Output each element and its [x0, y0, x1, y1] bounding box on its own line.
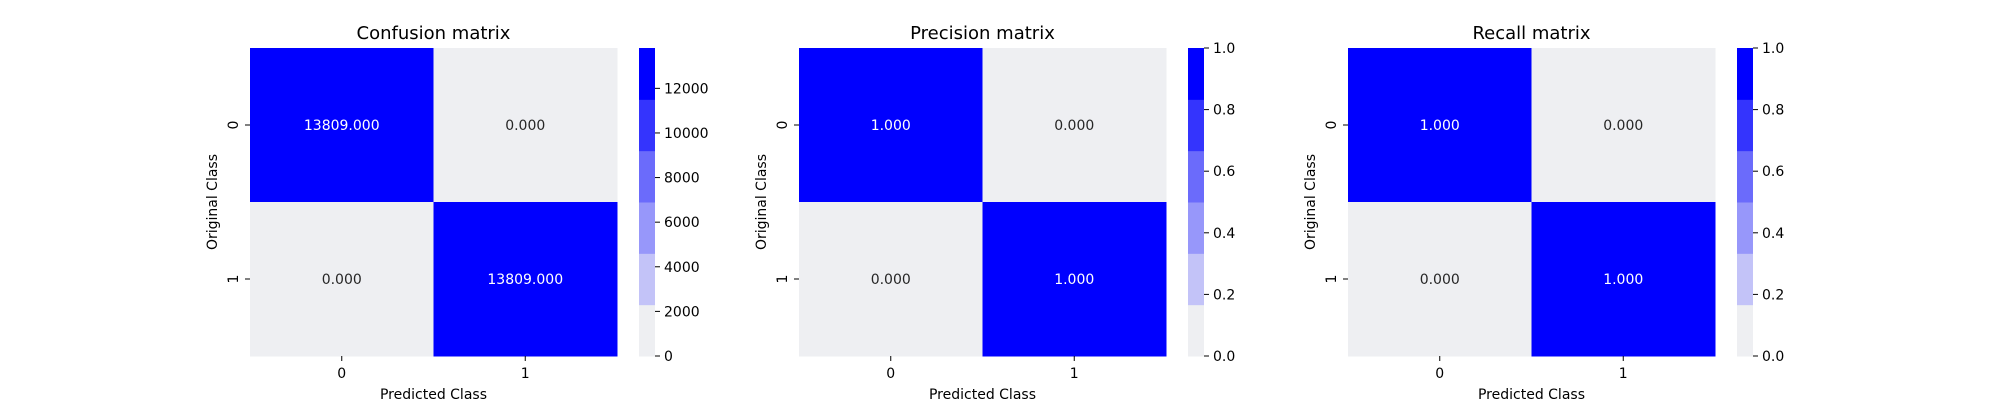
y-tick-label: 1	[1324, 275, 1340, 284]
y-tick-label: 0	[775, 121, 791, 130]
x-axis-label: Predicted Class	[380, 387, 487, 400]
heatmap-cell	[250, 48, 434, 203]
cell-value-label: 0.000	[871, 272, 911, 288]
colorbar-tick-label: 0.4	[1213, 226, 1235, 242]
colorbar-band	[1188, 304, 1204, 357]
x-tick-label: 0	[1435, 366, 1444, 382]
y-tick-label: 0	[226, 121, 242, 130]
colorbar-band	[1737, 253, 1753, 306]
colorbar-band	[1188, 99, 1204, 152]
colorbar-band	[1737, 304, 1753, 357]
cell-value-label: 13809.000	[304, 118, 380, 134]
heatmap-cell	[982, 202, 1167, 357]
y-axis-label: Original Class	[205, 154, 221, 250]
cell-value-label: 0.000	[322, 272, 362, 288]
y-tick-label: 0	[1324, 121, 1340, 130]
cell-value-label: 1.000	[1420, 118, 1460, 134]
heatmap-cell	[433, 48, 618, 203]
colorbar-band	[1737, 150, 1753, 203]
colorbar-tick-label: 1.0	[1213, 41, 1235, 57]
cell-value-label: 0.000	[1054, 118, 1094, 134]
colorbar-band	[1737, 99, 1753, 152]
x-tick-label: 1	[1070, 366, 1079, 382]
cell-value-label: 1.000	[1603, 272, 1643, 288]
y-axis-label: Original Class	[754, 154, 770, 250]
colorbar-band	[639, 150, 655, 203]
colorbar-tick-label: 0.8	[1762, 103, 1784, 119]
heatmap-cell	[799, 48, 983, 203]
x-tick-label: 1	[521, 366, 530, 382]
colorbar-tick-label: 0.6	[1762, 164, 1784, 180]
colorbar-tick-label: 0.0	[1762, 349, 1784, 365]
heatmap-panel-2: Recall matrix 1.000 0.000 0.000 1.000 0 1 0 1 Pre…	[1303, 23, 1784, 400]
chart-title: Precision matrix	[910, 23, 1055, 44]
colorbar-tick-label: 0.4	[1762, 226, 1784, 242]
colorbar-tick-label: 0	[664, 349, 673, 365]
chart-title: Recall matrix	[1472, 23, 1590, 44]
y-tick-label: 1	[775, 275, 791, 284]
colorbar-band	[1188, 48, 1204, 100]
colorbar-band	[1737, 48, 1753, 100]
y-tick-label: 1	[226, 275, 242, 284]
cell-value-label: 0.000	[1603, 118, 1643, 134]
cell-value-label: 1.000	[1054, 272, 1094, 288]
colorbar-tick-label: 2000	[664, 304, 700, 320]
cell-value-label: 0.000	[1420, 272, 1460, 288]
colorbar-band	[1188, 202, 1204, 254]
colorbar-tick-label: 1.0	[1762, 41, 1784, 57]
colorbar-band	[639, 48, 655, 100]
y-axis-label: Original Class	[1303, 154, 1319, 250]
colorbar-tick-label: 12000	[664, 81, 709, 97]
heatmap-cell	[799, 202, 983, 357]
colorbar-tick-label: 4000	[664, 260, 700, 276]
heatmap-cell	[1348, 48, 1532, 203]
colorbar-tick-label: 6000	[664, 215, 700, 231]
heatmap-panel-0: Confusion matrix 13809.000 0.000 0.000 13809…	[205, 23, 709, 400]
heatmap-panel-1: Precision matrix 1.000 0.000 0.000 1.000 0 1 0 1…	[754, 23, 1235, 400]
x-tick-label: 1	[1619, 366, 1628, 382]
heatmap-cell	[1348, 202, 1532, 357]
cell-value-label: 13809.000	[487, 272, 563, 288]
colorbar-tick-label: 0.2	[1762, 287, 1784, 303]
heatmap-cell	[982, 48, 1167, 203]
x-axis-label: Predicted Class	[1478, 387, 1585, 400]
colorbar-tick-label: 0.2	[1213, 287, 1235, 303]
colorbar-tick-label: 0.6	[1213, 164, 1235, 180]
x-tick-label: 0	[886, 366, 895, 382]
colorbar-band	[639, 202, 655, 254]
colorbar-tick-label: 0.0	[1213, 349, 1235, 365]
heatmap-cell	[250, 202, 434, 357]
colorbar-band	[639, 253, 655, 306]
cell-value-label: 1.000	[871, 118, 911, 134]
heatmap-cell	[433, 202, 618, 357]
colorbar-tick-label: 8000	[664, 171, 700, 187]
x-tick-label: 0	[337, 366, 346, 382]
colorbar-band	[1737, 202, 1753, 254]
heatmap-cell	[1531, 48, 1716, 203]
heatmap-cell	[1531, 202, 1716, 357]
cell-value-label: 0.000	[505, 118, 545, 134]
colorbar-tick-label: 10000	[664, 126, 709, 142]
colorbar-band	[1188, 253, 1204, 306]
colorbar-band	[639, 99, 655, 152]
colorbar-band	[1188, 150, 1204, 203]
chart-title: Confusion matrix	[357, 23, 511, 44]
colorbar-tick-label: 0.8	[1213, 103, 1235, 119]
x-axis-label: Predicted Class	[929, 387, 1036, 400]
colorbar-band	[639, 304, 655, 357]
